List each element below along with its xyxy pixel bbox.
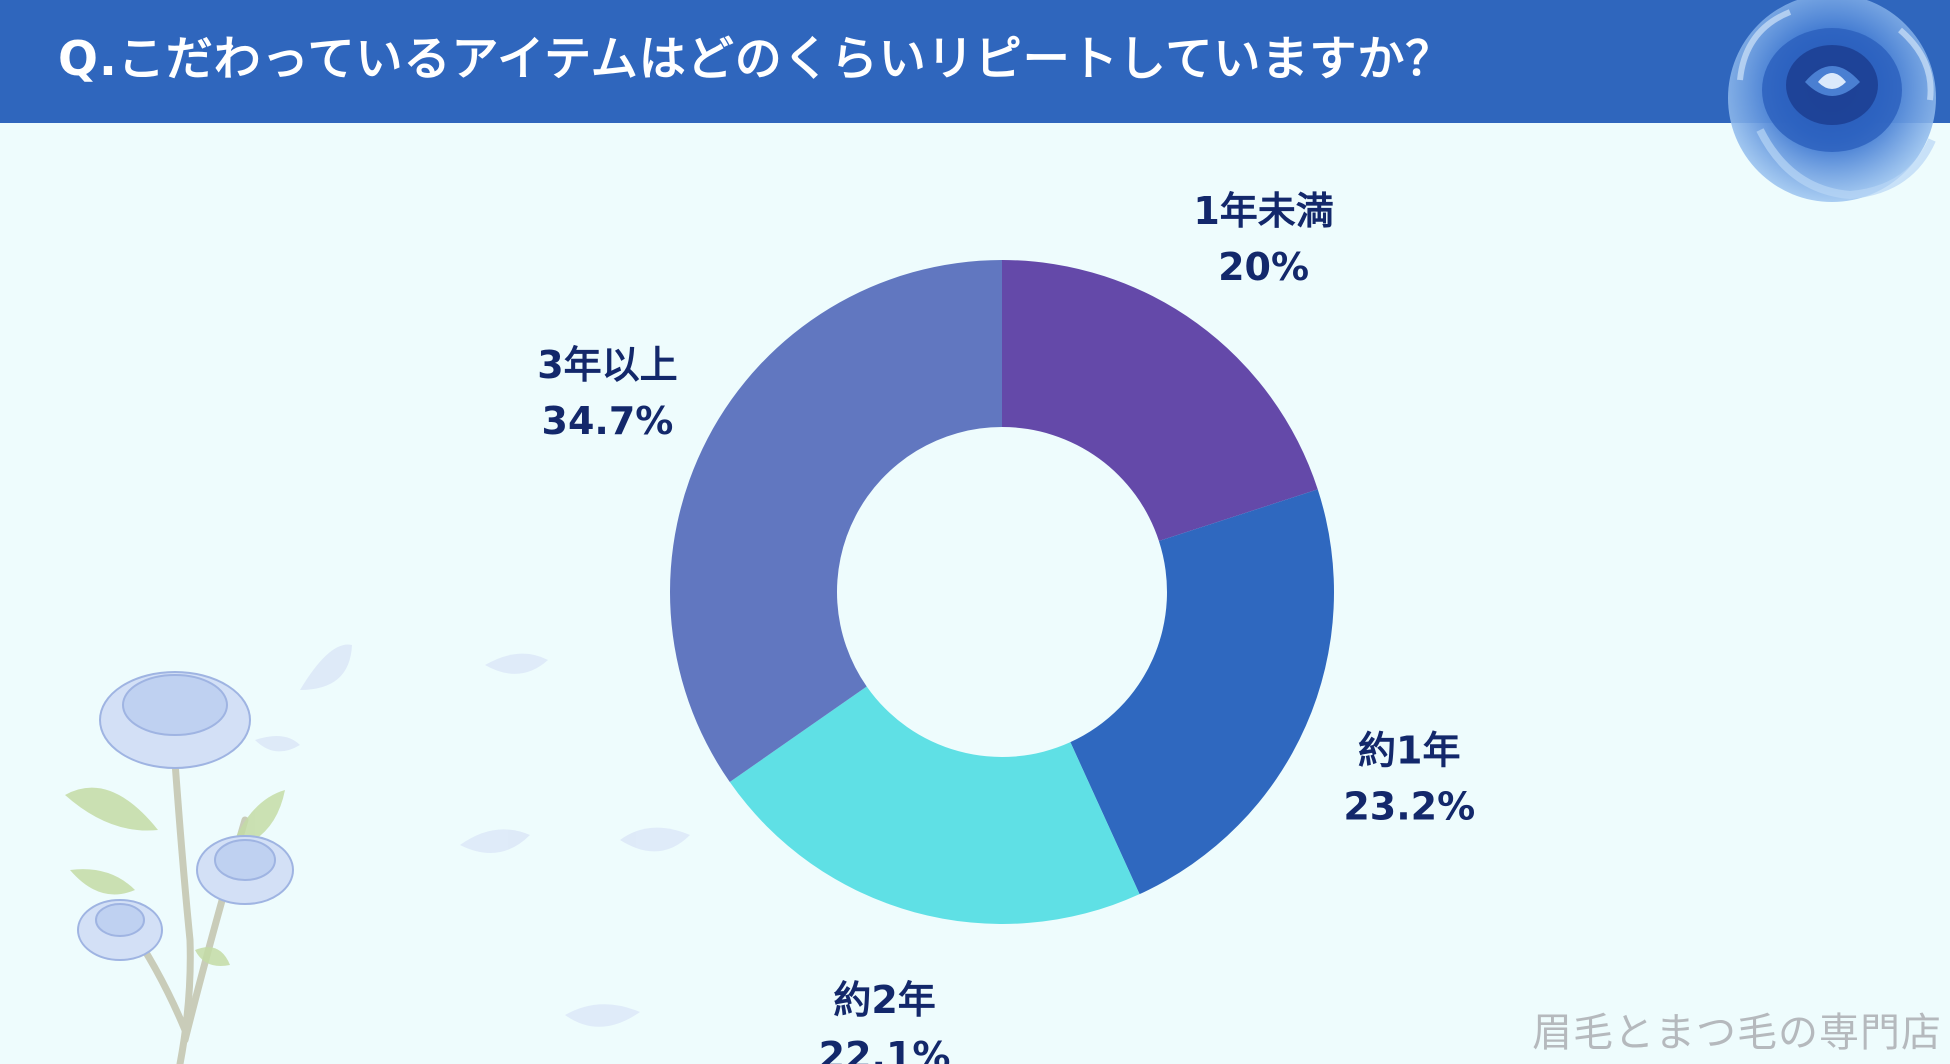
slice-value-label: 22.1% (819, 1034, 951, 1064)
slice-label: 約2年 (833, 978, 935, 1022)
donut-slice (1002, 260, 1318, 542)
rose-decoration-icon (1728, 0, 1936, 202)
page-title: Q.こだわっているアイテムはどのくらいリピートしていますか？ (58, 32, 1454, 87)
slice-value-label: 23.2% (1343, 784, 1475, 828)
donut-slice (729, 686, 1140, 924)
slice-value-label: 34.7% (542, 399, 674, 443)
rose-stem-decoration-icon (65, 671, 294, 1064)
slice-label: 1年未満 (1193, 189, 1333, 233)
slice-value-label: 20% (1218, 245, 1309, 289)
watermark: 眉毛とまつ毛の専門店 (1532, 1010, 1942, 1056)
slice-label: 3年以上 (537, 343, 677, 387)
slice-label: 約1年 (1358, 728, 1460, 772)
donut-slice (1070, 489, 1334, 895)
donut-slice (670, 260, 1002, 783)
header-bar: Q.こだわっているアイテムはどのくらいリピートしていますか？ (0, 0, 1950, 123)
